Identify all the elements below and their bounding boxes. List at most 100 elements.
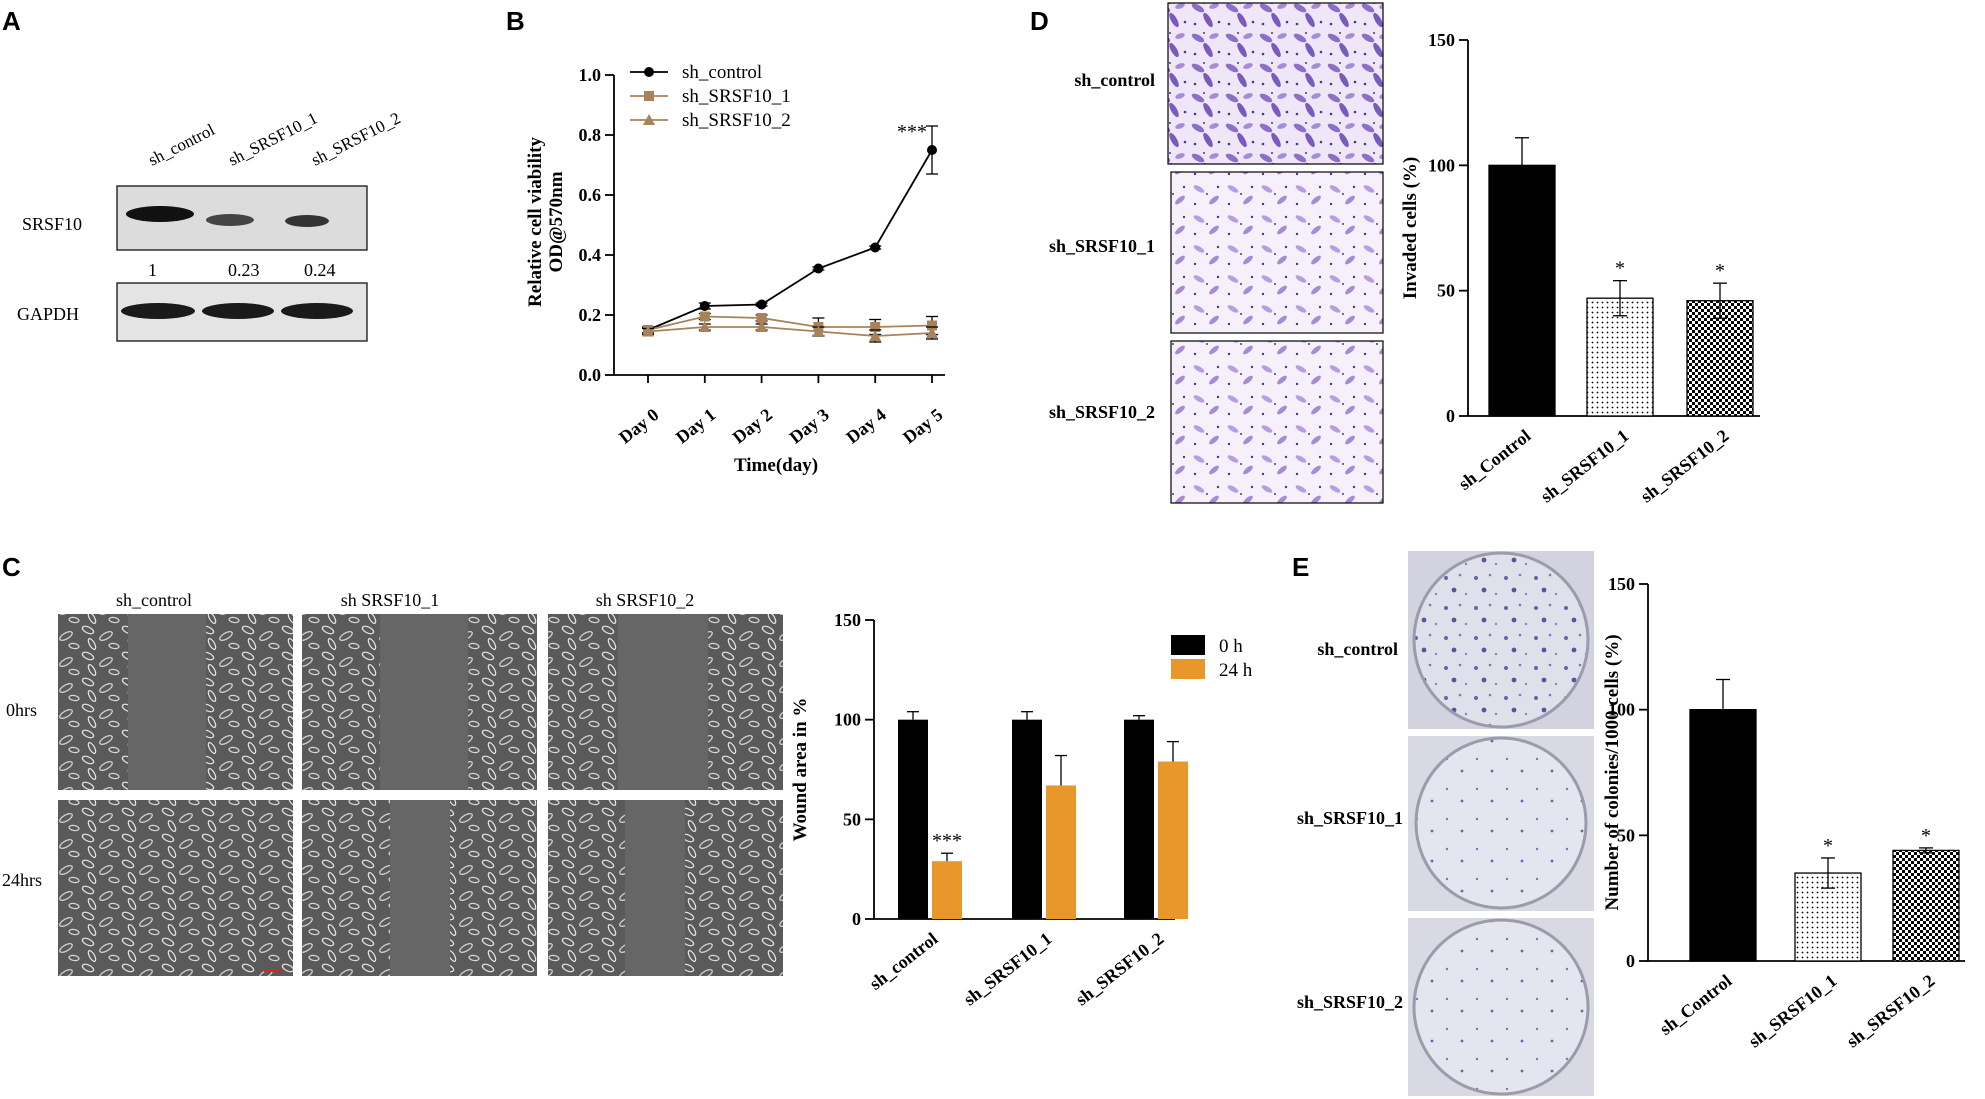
legend-swatch-1 [1171,635,1205,655]
series-3-point [869,330,882,341]
bar-C-s2-1 [932,861,962,919]
legend-marker-2 [644,91,654,101]
bar-chart-D-x-tick-label: sh_SRSF10_2 [1637,425,1733,506]
quant-2: 0.23 [228,260,260,280]
bar-D-2 [1586,297,1654,417]
series-1-point [813,263,824,274]
line-chart-y-label-2: OD@570nm [546,171,567,272]
bar-C-s1-2 [1012,719,1042,919]
invasion-row-label-2: sh_SRSF10_1 [1049,236,1155,256]
line-chart-x-tick-label: Day 5 [899,404,946,447]
invasion-image-2 [1170,171,1384,334]
legend-label-3: sh_SRSF10_2 [682,110,791,131]
wound-gap-r1c3 [618,614,708,790]
series-3-point [755,321,768,332]
line-chart-x-tick-label: Day 0 [615,404,662,447]
bar-C-s2-3 [1158,761,1188,919]
panel-c: C sh_control sh SRSF10_1 sh SRSF10_2 0hr… [2,552,1253,1009]
line-chart-x-label: Time(day) [734,455,818,476]
bar-chart-D-x-tick-label: sh_SRSF10_1 [1537,425,1633,506]
gapdh-row-label: GAPDH [17,304,79,324]
bar-chart-E-y-tick-label: 0 [1626,951,1635,971]
series-3-point [642,325,654,337]
legend-marker-3 [643,114,655,125]
significance-label: *** [932,830,962,852]
invasion-image-1 [1167,2,1384,165]
colony-plate-1 [1412,551,1590,729]
bar-chart-D-y-tick-label: 100 [1428,155,1455,175]
significance-label: * [1615,258,1625,280]
bar-chart-C-y-tick-label: 150 [834,610,861,630]
line-chart-y-tick-label: 0.0 [579,365,602,385]
legend-label-1: 0 h [1219,636,1243,657]
srsf10-row-label: SRSF10 [22,214,82,234]
bar-E-3 [1892,849,1960,962]
bar-chart-E-y-label: Number of colonies/1000 cells (%) [1602,634,1623,910]
chart-e: 0 50 100 150 Number of colonies/1000 cells (… [1602,574,1965,1051]
legend-label-1: sh_control [682,62,762,83]
panel-c-letter: C [2,552,21,582]
bar-chart-C-y-tick-label: 0 [852,909,861,929]
bar-D-3 [1686,300,1754,417]
bar-chart-D-y-tick-label: 150 [1428,30,1455,50]
series-1-point [927,145,937,155]
significance-label: *** [897,121,927,143]
wound-col-label-1: sh_control [116,590,192,610]
srsf10-band-3 [285,215,329,227]
legend-marker-1 [644,67,654,77]
lane-label-1: sh_control [145,120,218,170]
wound-gap-r1c2 [380,614,468,790]
significance-label: * [1823,835,1833,857]
line-chart-y-tick-label: 0.8 [579,125,602,145]
bar-D-1 [1488,164,1556,417]
lane-label-2: sh_SRSF10_1 [225,108,320,169]
series-1-point [756,299,767,310]
series-3-point [812,325,825,337]
colony-plate-3 [1412,918,1590,1096]
panel-e: E sh_control sh_SRSF10_1 sh_SRSF10_2 0 50… [1292,551,1965,1096]
bar-chart-C-y-tick-label: 100 [834,710,861,730]
series-1-point [699,301,710,311]
legend-label-2: 24 h [1219,660,1253,681]
series-2-point [699,311,710,322]
legend-swatch-2 [1171,659,1205,679]
gapdh-band-1 [121,303,195,319]
legend-label-2: sh_SRSF10_1 [682,86,791,107]
quant-1: 1 [148,260,157,280]
series-line-1 [647,149,933,331]
panel-e-letter: E [1292,552,1309,582]
bar-E-1 [1689,709,1757,962]
invasion-row-label-1: sh_control [1074,70,1155,90]
series-2-point [927,320,937,331]
line-chart-x-tick-label: Day 3 [785,404,832,447]
gapdh-band-2 [202,303,274,319]
line-chart-y-tick-label: 0.6 [579,185,602,205]
bar-chart-D-y-tick-label: 50 [1437,281,1455,301]
series-line-2 [647,315,933,331]
line-chart-x-tick-label: Day 2 [729,404,776,447]
bar-chart-E-x-tick-label: sh_SRSF10_1 [1745,970,1841,1051]
quant-3: 0.24 [304,260,336,280]
bar-chart-D-y-tick-label: 0 [1446,406,1455,426]
line-chart-y-label: Relative cell viability [525,137,546,307]
line-chart-x-tick-label: Day 4 [842,404,889,447]
srsf10-band-2 [206,214,254,226]
panel-a: A sh_control sh_SRSF10_1 sh_SRSF10_2 SRS… [2,6,404,342]
panel-a-letter: A [2,6,21,36]
bar-chart-C-y-label: Wound area in % [790,698,811,842]
colony-plate-2 [1414,736,1588,910]
wound-col-label-2: sh SRSF10_1 [341,590,440,610]
bar-chart-E-y-tick-label: 100 [1608,700,1635,720]
bar-C-s1-3 [1124,719,1154,919]
series-2-point [870,322,881,332]
panel-b-letter: B [506,6,525,36]
wound-gap-r2c3 [625,800,685,976]
scale-bar [264,969,282,972]
wound-col-label-3: sh SRSF10_2 [596,590,695,610]
bar-chart-E-x-tick-label: sh_SRSF10_2 [1843,970,1939,1051]
bar-chart-D-x-tick-label: sh_Control [1455,425,1535,494]
wound-gap-r2c2 [390,800,450,976]
